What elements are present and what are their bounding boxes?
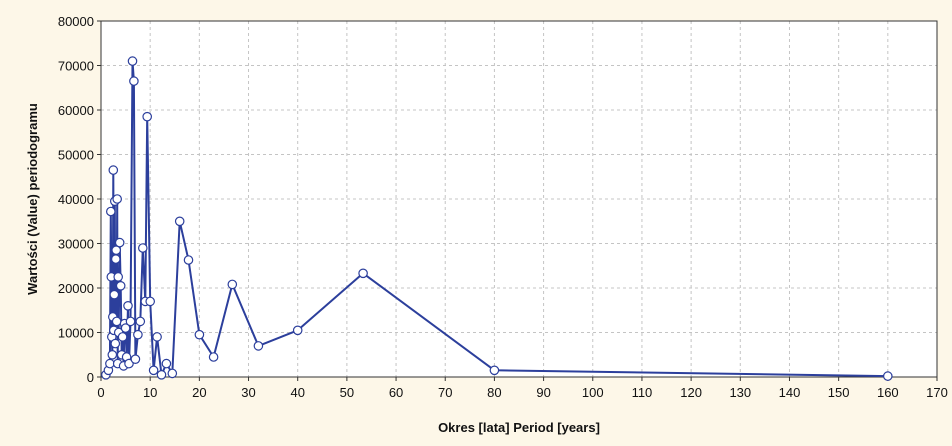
data-point — [125, 316, 136, 327]
data-point — [110, 338, 121, 349]
data-point — [105, 358, 115, 369]
data-point — [114, 237, 125, 248]
x-tick-label: 110 — [632, 385, 653, 400]
data-point — [292, 325, 303, 336]
y-tick-label: 0 — [87, 370, 94, 385]
data-point — [127, 56, 138, 66]
y-axis-ticks: 0 10000 20000 30000 40000 50000 60000 70000 8000… — [58, 14, 101, 385]
data-point — [253, 341, 264, 351]
data-point — [135, 316, 146, 327]
x-tick-label: 80 — [487, 385, 501, 400]
data-series — [101, 56, 893, 381]
data-point — [117, 332, 128, 342]
x-axis-title: Okres [lata] Period [years] — [438, 420, 600, 435]
data-point — [358, 268, 368, 279]
data-point — [115, 280, 126, 291]
y-tick-label: 60000 — [58, 103, 94, 118]
data-point — [161, 358, 172, 369]
data-point — [156, 369, 167, 380]
data-point — [111, 254, 121, 264]
data-point — [227, 279, 238, 290]
data-point — [138, 243, 148, 253]
x-tick-label: 10 — [143, 385, 157, 400]
data-point — [113, 272, 123, 282]
y-tick-label: 80000 — [58, 14, 94, 29]
data-point — [194, 329, 205, 340]
x-tick-label: 120 — [680, 385, 702, 400]
data-point — [142, 111, 152, 122]
x-tick-label: 160 — [877, 385, 899, 400]
data-point — [111, 316, 122, 327]
x-tick-label: 130 — [729, 385, 751, 400]
data-point — [148, 365, 159, 376]
x-tick-label: 170 — [926, 385, 948, 400]
x-tick-label: 100 — [582, 385, 604, 400]
y-tick-label: 30000 — [58, 237, 94, 252]
y-tick-label: 70000 — [58, 59, 94, 74]
data-point — [129, 76, 139, 86]
data-point — [111, 245, 121, 255]
data-point — [152, 332, 162, 342]
data-point — [489, 365, 500, 376]
data-point — [130, 354, 141, 364]
data-point — [106, 206, 116, 217]
data-point — [174, 216, 185, 227]
data-point — [167, 368, 178, 379]
data-point — [145, 296, 155, 307]
grid-lines — [101, 21, 937, 377]
data-point — [882, 371, 893, 381]
y-tick-label: 10000 — [58, 326, 94, 341]
x-tick-label: 30 — [241, 385, 255, 400]
data-point — [123, 300, 133, 311]
x-tick-label: 150 — [828, 385, 850, 400]
x-tick-label: 140 — [779, 385, 801, 400]
x-tick-label: 0 — [97, 385, 104, 400]
data-point — [120, 323, 131, 333]
x-tick-label: 70 — [438, 385, 452, 400]
x-axis-ticks: 0 10 20 30 40 50 60 70 80 90 100 110 120 130 140 150 160… — [97, 377, 948, 400]
x-tick-label: 90 — [536, 385, 550, 400]
data-point — [208, 352, 219, 362]
y-axis-title: Wartości (Value) periodogramu — [25, 103, 40, 295]
data-point — [112, 194, 122, 204]
x-tick-label: 40 — [290, 385, 304, 400]
y-tick-label: 50000 — [58, 148, 94, 163]
x-tick-label: 60 — [389, 385, 403, 400]
data-point — [109, 289, 120, 300]
y-tick-label: 40000 — [58, 192, 94, 207]
data-point — [183, 255, 194, 265]
x-tick-label: 20 — [192, 385, 206, 400]
data-point — [133, 329, 143, 340]
y-tick-label: 20000 — [58, 281, 94, 296]
data-point — [124, 358, 134, 369]
data-point — [107, 349, 118, 360]
data-point — [108, 165, 119, 175]
x-tick-label: 50 — [340, 385, 354, 400]
